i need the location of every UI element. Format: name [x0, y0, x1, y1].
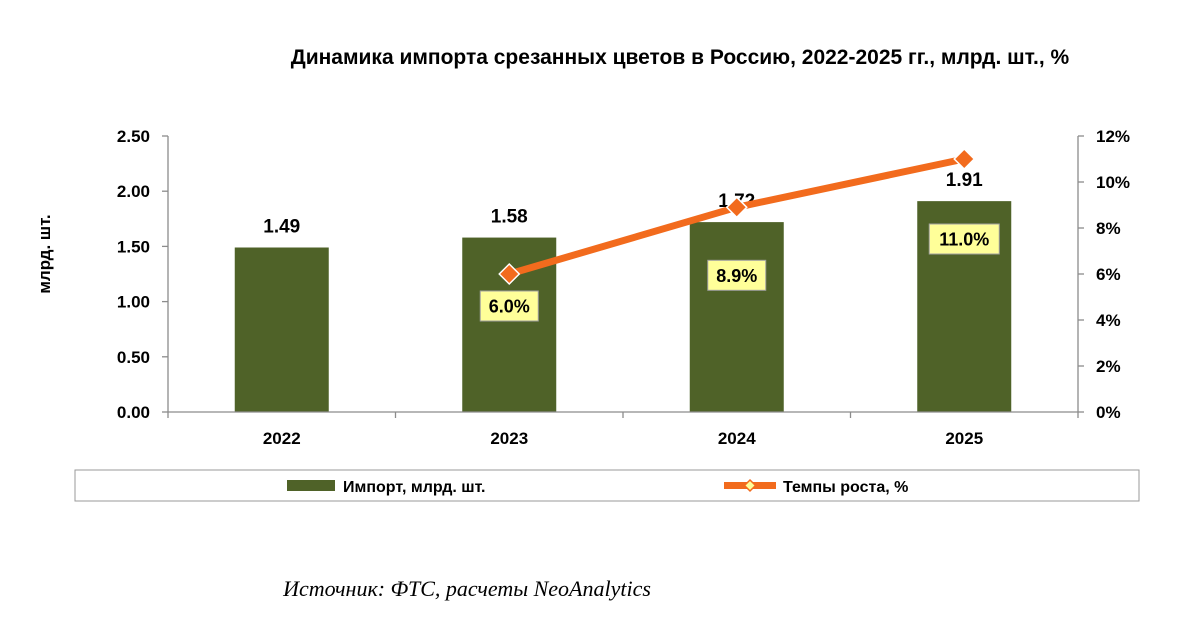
y2-tick-label: 8% [1096, 219, 1121, 238]
y2-tick-label: 12% [1096, 127, 1130, 146]
rate-label: 11.0% [939, 230, 989, 250]
y-tick-label: 0.00 [117, 403, 150, 422]
x-tick-label: 2024 [718, 429, 756, 448]
x-tick-label: 2022 [263, 429, 301, 448]
y-tick-label: 0.50 [117, 348, 150, 367]
y-tick-label: 2.00 [117, 182, 150, 201]
legend-label-growth: Темпы роста, % [783, 479, 908, 496]
legend-box [74, 469, 1140, 502]
legend-marker-growth [743, 478, 757, 493]
rate-label: 6.0% [489, 297, 530, 317]
y-tick-label: 1.00 [117, 293, 150, 312]
y-tick-label: 2.50 [117, 127, 150, 146]
y-tick-label: 1.50 [117, 237, 150, 256]
rate-label-box [479, 290, 539, 322]
growth-marker [953, 147, 976, 171]
bar-import [234, 247, 329, 412]
rate-label-box [928, 223, 1000, 255]
rate-label: 8.9% [716, 266, 757, 286]
legend-label-import: Импорт, млрд. шт. [343, 479, 486, 496]
x-tick-label: 2023 [490, 429, 528, 448]
legend-swatch-import [287, 480, 335, 491]
bar-import [689, 222, 784, 412]
y2-tick-label: 6% [1096, 265, 1121, 284]
y2-tick-label: 10% [1096, 173, 1130, 192]
chart-title: Динамика импорта срезанных цветов в Росс… [291, 46, 1070, 69]
rate-label-box [707, 259, 767, 291]
growth-marker [498, 262, 521, 286]
y2-tick-label: 2% [1096, 357, 1121, 376]
source-note: Источник: ФТС, расчеты NeoAnalytics [282, 576, 651, 601]
y-axis-label: млрд. шт. [35, 214, 54, 293]
bar-value-label: 1.91 [946, 170, 983, 191]
bar-value-label: 1.58 [491, 207, 528, 228]
growth-marker [725, 196, 748, 219]
y2-tick-label: 4% [1096, 311, 1121, 330]
y2-tick-label: 0% [1096, 403, 1121, 422]
bar-value-label: 1.49 [263, 217, 300, 238]
x-tick-label: 2025 [945, 429, 983, 448]
